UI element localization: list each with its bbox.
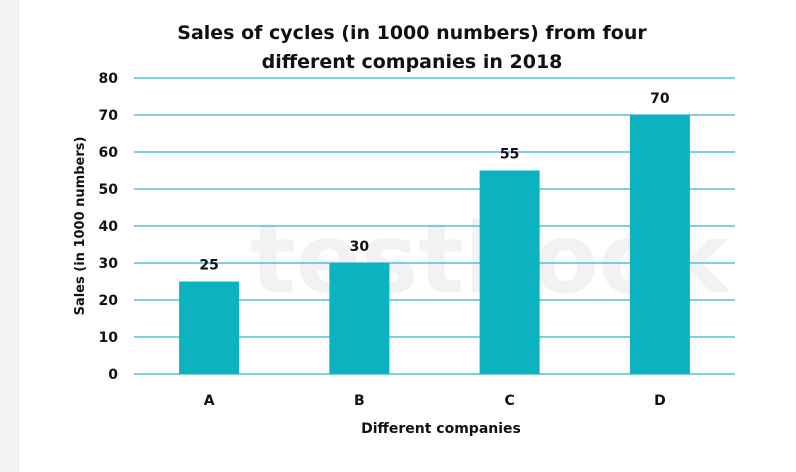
x-tick-label-C: C [504,393,514,409]
y-tick-label-0: 0 [108,367,118,383]
bar-B [329,263,390,374]
bar-D [629,115,690,374]
data-label-C: 55 [500,147,519,163]
left-panel-strip [0,0,19,472]
data-label-D: 70 [650,91,670,107]
data-labels: 25 30 55 70 [199,91,669,274]
y-tick-label-30: 30 [99,256,119,272]
y-tick-label-10: 10 [99,330,119,346]
data-label-B: 30 [350,239,370,255]
y-tick-label-70: 70 [99,108,119,124]
y-tick-label-40: 40 [99,219,119,235]
x-axis-label: Different companies [361,421,521,437]
y-tick-label-50: 50 [99,182,119,198]
y-tick-labels: 0 10 20 30 40 50 60 70 80 [99,71,119,383]
x-tick-label-A: A [204,393,215,409]
chart-title-line-1: Sales of cycles (in 1000 numbers) from f… [177,22,647,44]
chart-title-line-2: different companies in 2018 [262,51,563,73]
bar-C [479,170,540,374]
data-label-A: 25 [199,258,218,274]
x-tick-labels: A B C D [204,393,666,409]
y-axis-label: Sales (in 1000 numbers) [73,137,88,316]
y-tick-label-80: 80 [99,71,119,87]
bar-A [179,281,240,374]
x-tick-label-D: D [654,393,666,409]
x-tick-label-B: B [354,393,365,409]
y-tick-label-20: 20 [99,293,119,309]
y-tick-label-60: 60 [99,145,119,161]
bars [179,115,690,374]
